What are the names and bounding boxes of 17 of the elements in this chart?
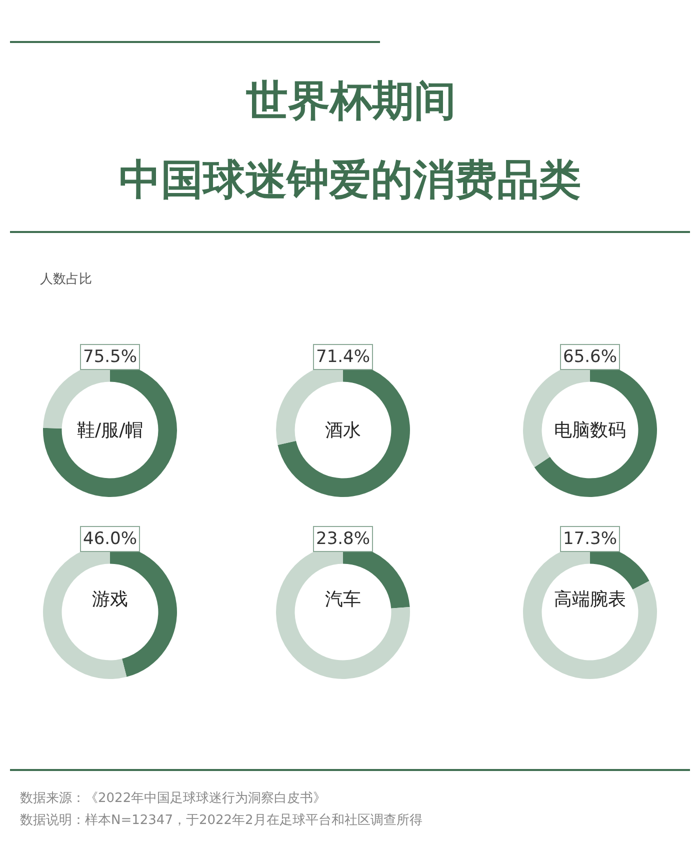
data-label: 65.6% bbox=[563, 347, 618, 367]
text: 中国球迷钟爱的消费品类 bbox=[119, 155, 581, 204]
data-label: 46.0% bbox=[83, 529, 138, 549]
text: 高端腕表 bbox=[554, 589, 626, 610]
text: 汽车 bbox=[325, 589, 361, 610]
text: 电脑数码 bbox=[554, 420, 626, 441]
data-label: 17.3% bbox=[563, 529, 618, 549]
data-label: 23.8% bbox=[316, 529, 370, 549]
text: 世界杯期间 bbox=[245, 76, 456, 125]
text: 数据说明：样本N=12347，于2022年2月在足球平台和社区调查所得 bbox=[20, 813, 422, 828]
data-label: 71.4% bbox=[316, 347, 370, 367]
text: 人数占比 bbox=[40, 272, 92, 287]
text: 酒水 bbox=[325, 420, 361, 441]
text: 游戏 bbox=[92, 589, 128, 610]
data-label: 75.5% bbox=[83, 347, 138, 367]
text: 鞋/服/帽 bbox=[77, 420, 144, 441]
source-note: 数据来源：《2022年中国足球球迷行为洞察白皮书》 bbox=[20, 790, 326, 806]
